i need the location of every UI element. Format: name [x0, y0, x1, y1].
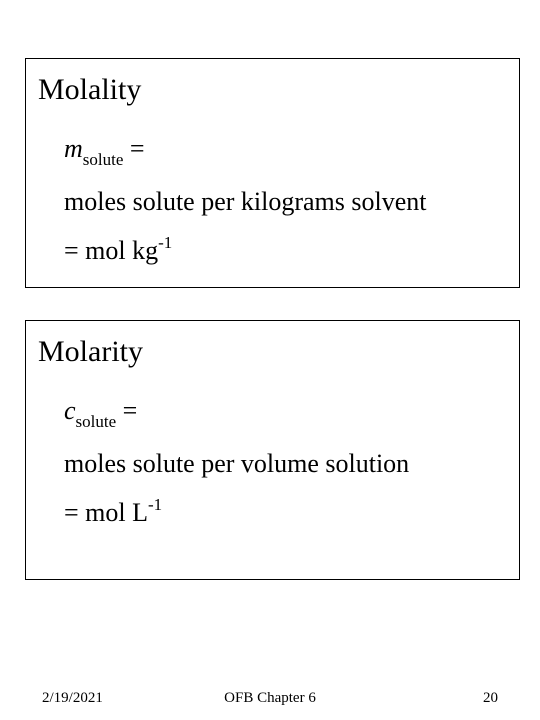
molarity-unit-exp: -1: [148, 495, 162, 514]
molarity-equals: =: [116, 396, 137, 425]
molality-symbol-line: msolute =: [64, 131, 509, 170]
molality-unit-line: = mol kg-1: [64, 233, 509, 268]
molality-definition: moles solute per kilograms solvent: [64, 184, 509, 219]
molality-var: m: [64, 134, 83, 163]
molarity-symbol-line: csolute =: [64, 393, 509, 432]
molality-unit-exp: -1: [158, 233, 172, 252]
footer-center: OFB Chapter 6: [0, 690, 540, 707]
molality-equals: =: [123, 134, 144, 163]
molarity-var: c: [64, 396, 76, 425]
molarity-unit-prefix: = mol L: [64, 498, 148, 527]
molality-subscript: solute: [83, 150, 124, 169]
footer-page-number: 20: [483, 690, 498, 707]
molality-heading: Molality: [38, 73, 509, 107]
molality-unit-prefix: = mol kg: [64, 236, 158, 265]
molarity-definition: moles solute per volume solution: [64, 446, 509, 481]
molarity-unit-line: = mol L-1: [64, 495, 509, 530]
molality-box: Molality msolute = moles solute per kilo…: [25, 58, 520, 288]
molarity-heading: Molarity: [38, 335, 509, 369]
molarity-box: Molarity csolute = moles solute per volu…: [25, 320, 520, 580]
molarity-subscript: solute: [76, 412, 117, 431]
